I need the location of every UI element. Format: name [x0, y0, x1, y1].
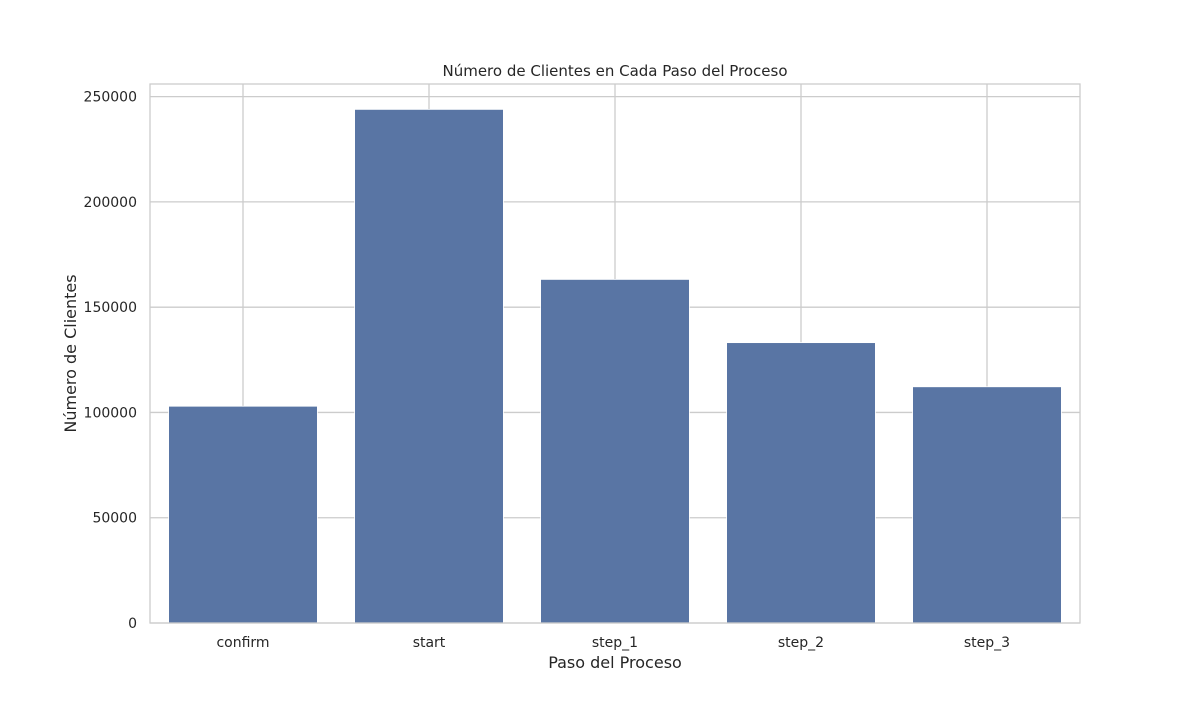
chart-title: Número de Clientes en Cada Paso del Proc…: [442, 62, 787, 80]
plot-frame: [149, 83, 1081, 624]
x-tick-label: step_3: [964, 635, 1010, 651]
y-tick-label: 100000: [84, 405, 137, 421]
y-tick-label: 50000: [92, 511, 137, 527]
y-tick-label: 200000: [84, 195, 137, 211]
y-tick-label: 0: [128, 616, 137, 632]
x-tick-label: step_2: [778, 635, 824, 651]
x-tick-label: step_1: [592, 635, 638, 651]
bar-confirm: [168, 405, 318, 624]
bar-start: [354, 108, 504, 624]
bars: [168, 108, 1062, 624]
x-tick-label: confirm: [216, 635, 269, 651]
bar-step_3: [912, 386, 1062, 624]
y-tick-label: 250000: [84, 90, 137, 106]
y-tick-label: 150000: [84, 300, 137, 316]
x-axis-label: Paso del Proceso: [548, 653, 682, 672]
y-axis-ticks: 0 50000 100000 150000 200000 250000: [84, 90, 137, 632]
x-tick-label: start: [413, 635, 446, 651]
x-axis-ticks: confirm start step_1 step_2 step_3: [216, 635, 1010, 651]
bar-step_2: [726, 342, 876, 624]
y-axis-label: Número de Clientes: [61, 274, 80, 432]
bar-step_1: [540, 279, 690, 624]
